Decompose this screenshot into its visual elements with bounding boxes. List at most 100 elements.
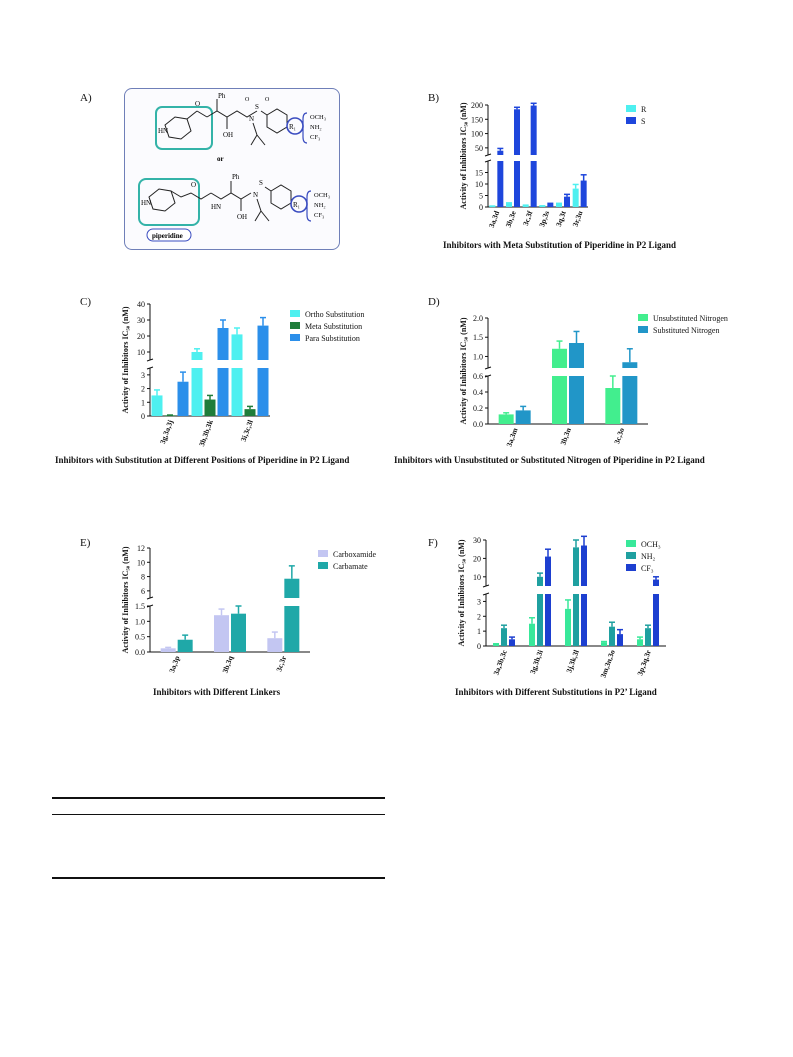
y-axis-label: Activity of Inhibitors IC₅₀ (nM)	[121, 306, 130, 413]
bar	[565, 608, 571, 646]
bar-lower	[257, 368, 269, 416]
sub-cf3-top: CF₃	[310, 134, 320, 141]
y-tick-label: 30	[137, 316, 145, 325]
bar	[622, 362, 638, 368]
chart-d: 0.0 0.2 0.4 0.6 1.0 1.5 2.0 Activity of Inhibit…	[459, 314, 728, 448]
bar	[177, 381, 189, 416]
panel-label-e: E)	[80, 537, 91, 549]
o2-text-top: O	[245, 97, 250, 103]
y-tick-label: 40	[137, 300, 145, 309]
x-tick-label: 3c,3f	[521, 209, 535, 227]
y-tick-label: 2.0	[473, 314, 483, 323]
legend-swatch	[318, 550, 328, 557]
chart-b-title: Inhibitors with Meta Substitution of Pip…	[443, 240, 677, 250]
bar	[601, 642, 607, 646]
legend-swatch	[626, 564, 636, 571]
legend-label: Unsubstituted Nitrogen	[653, 314, 728, 323]
bar-lower	[653, 594, 659, 646]
panel-label-c: C)	[80, 296, 91, 308]
y-tick-label: 5	[479, 192, 483, 201]
axis-break-mark	[482, 592, 490, 596]
y-tick-label: 1.0	[473, 352, 483, 361]
bar-lower	[191, 368, 203, 416]
legend-label: CF₃	[641, 564, 654, 573]
legend-label: Para Substitution	[305, 334, 360, 343]
sub-cf3-bottom: CF₃	[314, 212, 324, 219]
y-axis-label: Activity of Inhibitors IC₅₀ (nM)	[459, 317, 468, 424]
y-tick-label: 0.4	[473, 388, 483, 397]
sub-och3-top: OCH₃	[310, 114, 326, 121]
bar	[231, 613, 246, 652]
bar	[547, 204, 554, 207]
piperidine-tag	[146, 228, 192, 242]
x-tick-label: 3p,3s	[537, 210, 551, 229]
bar	[569, 343, 584, 368]
bar	[515, 410, 531, 424]
bar	[529, 623, 535, 646]
bar	[160, 648, 176, 652]
legend-label: Ortho Substitution	[305, 310, 364, 319]
y-tick-label: 0	[477, 642, 481, 651]
x-tick-label: 3c,3r	[274, 654, 288, 673]
y-tick-label: 20	[137, 332, 145, 341]
bar-lower	[514, 161, 520, 207]
bar	[564, 196, 570, 207]
bar	[514, 109, 520, 155]
o-text-bottom: O	[191, 181, 196, 189]
bar	[214, 615, 229, 652]
x-tick-label: 3c,3o	[612, 426, 626, 445]
bar	[573, 547, 579, 586]
bar	[267, 638, 283, 652]
n-text-top: N	[249, 115, 254, 123]
panel-label-b: B)	[428, 92, 439, 104]
sub-nh2-top: NH₂	[310, 124, 322, 131]
y-tick-label: 10	[473, 573, 481, 582]
bar-lower	[552, 376, 567, 424]
n-text-bottom: N	[253, 191, 258, 199]
y-tick-label: 20	[473, 554, 481, 563]
bar	[572, 188, 579, 207]
sub-och3-bottom: OCH₃	[314, 192, 330, 199]
legend-label: Substituted Nitrogen	[653, 326, 719, 335]
chart-e-title: Inhibitors with Different Linkers	[153, 687, 281, 697]
axis-break-mark	[146, 358, 154, 362]
bar	[244, 409, 256, 416]
r1-text-bottom: R₁	[293, 201, 300, 209]
y-tick-label: 12	[137, 544, 145, 553]
bar-lower	[231, 368, 243, 416]
bar	[498, 414, 514, 424]
legend-label: Carbamate	[333, 562, 368, 571]
bar	[497, 150, 504, 155]
bar	[501, 628, 507, 646]
x-tick-label: 3m,3n,3o	[598, 648, 617, 679]
bar	[580, 180, 587, 207]
y-tick-label: 1.5	[135, 602, 145, 611]
x-tick-label: 3p,3q,3r	[635, 648, 653, 677]
legend-label: Carboxamide	[333, 550, 377, 559]
chart-f: 0 1 2 3 10 20 30 Activity of Inhibitors IC₅₀ (n…	[457, 535, 666, 679]
bar	[637, 639, 643, 646]
bar	[537, 576, 543, 586]
legend-swatch	[626, 552, 636, 559]
y-tick-label: 10	[137, 558, 145, 567]
y-tick-label: 15	[475, 169, 483, 178]
x-tick-label: 3a,3b,3c	[491, 648, 509, 676]
legend-swatch	[626, 117, 636, 124]
table-bottom-rule	[52, 877, 385, 879]
y-tick-label: 0.0	[135, 648, 145, 657]
piperidine-highlight-bottom	[138, 178, 200, 226]
panel-label-f: F)	[428, 537, 438, 549]
piperidine-tag-text: piperidine	[152, 232, 183, 240]
bar	[231, 334, 243, 360]
bar-lower	[581, 594, 587, 646]
axis-break-mark	[482, 584, 490, 588]
bar-lower	[573, 594, 579, 646]
y-tick-label: 1.0	[135, 617, 145, 626]
or-text: or	[217, 155, 224, 163]
bar	[151, 395, 163, 416]
legend-label: R	[641, 105, 647, 114]
chart-e: 0.0 0.5 1.0 1.5 6 8 10 12 Activity of Inhibitors…	[121, 544, 377, 675]
y-tick-label: 0	[479, 203, 483, 212]
x-tick-label: 3b,3q	[220, 654, 235, 675]
panel-label-d: D)	[428, 296, 440, 308]
